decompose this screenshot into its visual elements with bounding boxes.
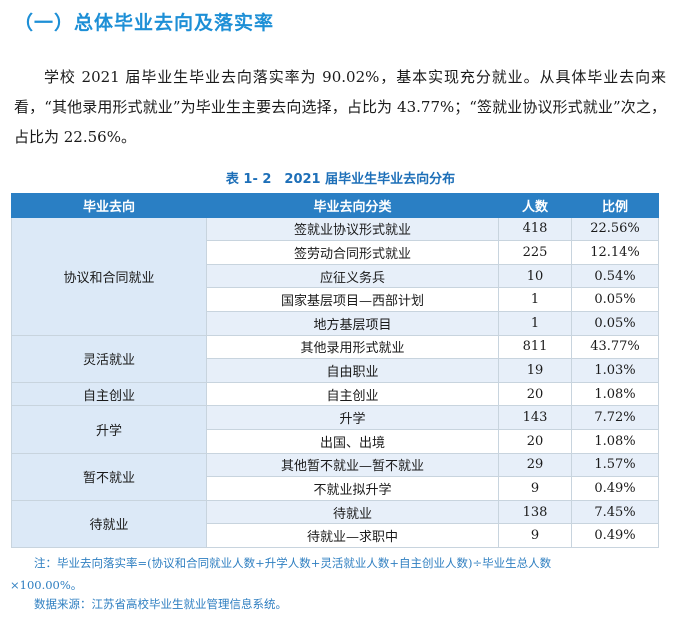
table-row: 地方基层项目 1 0.05% <box>12 310 659 336</box>
group-label: 自主创业 <box>11 381 207 407</box>
cell-ratio: 12.14% <box>571 240 659 265</box>
cell-ratio: 22.56% <box>571 216 659 242</box>
summary-paragraph: 学校 2021 届毕业生毕业去向落实率为 90.02%，基本实现充分就业。从具体… <box>14 68 666 146</box>
header-category: 毕业去向分类 <box>206 193 499 218</box>
table-header-row: 毕业去向 毕业去向分类 人数 比例 <box>11 193 659 218</box>
header-destination: 毕业去向 <box>11 193 207 218</box>
group-label: 升学 <box>11 405 207 454</box>
table-row: 不就业拟升学 9 0.49% <box>12 476 659 501</box>
cell-category: 升学 <box>206 405 499 430</box>
cell-count: 9 <box>498 523 572 548</box>
cell-count: 1 <box>498 287 572 312</box>
section-title: （一）总体毕业去向及落实率 <box>14 12 275 34</box>
table-row: 签劳动合同形式就业 225 12.14% <box>12 240 659 265</box>
cell-count: 225 <box>498 240 572 265</box>
cell-ratio: 0.05% <box>571 287 659 312</box>
cell-ratio: 0.49% <box>571 523 659 548</box>
cell-count: 19 <box>498 358 572 383</box>
table-row: 自主创业 自主创业 20 1.08% <box>11 381 659 407</box>
cell-category: 待就业—求职中 <box>206 523 499 548</box>
cell-ratio: 0.49% <box>571 476 659 501</box>
group-label: 灵活就业 <box>11 334 207 383</box>
destination-table: 毕业去向 毕业去向分类 人数 比例 协议和合同就业 签就业协议形式就业 418 22.… <box>11 193 659 548</box>
header-count: 人数 <box>498 193 572 218</box>
cell-ratio: 0.05% <box>571 310 659 336</box>
table-row: 应征义务兵 10 0.54% <box>12 263 659 289</box>
group-label: 暂不就业 <box>11 452 207 501</box>
cell-count: 9 <box>498 476 572 501</box>
cell-category: 地方基层项目 <box>206 310 499 336</box>
cell-count: 29 <box>498 452 572 478</box>
cell-category: 应征义务兵 <box>206 263 499 289</box>
cell-count: 418 <box>498 216 572 242</box>
cell-category: 签劳动合同形式就业 <box>206 240 499 265</box>
group-label: 待就业 <box>11 499 207 548</box>
table-row: 待就业 待就业 138 7.45% <box>11 499 659 548</box>
cell-category: 签就业协议形式就业 <box>206 216 499 242</box>
table-row: 出国、出境 20 1.08% <box>12 428 659 454</box>
header-ratio: 比例 <box>571 193 659 218</box>
cell-category: 其他暂不就业—暂不就业 <box>206 452 499 478</box>
cell-ratio: 7.72% <box>571 405 659 430</box>
cell-category: 其他录用形式就业 <box>206 334 499 360</box>
cell-ratio: 43.77% <box>571 334 659 360</box>
cell-category: 出国、出境 <box>206 428 499 454</box>
footnote-line1: 注：毕业去向落实率=(协议和合同就业人数+升学人数+灵活就业人数+自主创业人数)… <box>34 556 552 570</box>
data-source: 数据来源：江苏省高校毕业生就业管理信息系统。 <box>34 597 287 611</box>
cell-count: 811 <box>498 334 572 360</box>
cell-ratio: 0.54% <box>571 263 659 289</box>
table-row: 灵活就业 其他录用形式就业 811 43.77% <box>11 334 659 383</box>
cell-ratio: 1.08% <box>571 381 659 407</box>
table-row: 暂不就业 其他暂不就业—暂不就业 29 1.57% <box>11 452 659 501</box>
cell-category: 不就业拟升学 <box>206 476 499 501</box>
footnote-line2: ×100.00%。 <box>10 578 83 592</box>
group-label: 协议和合同就业 <box>11 216 207 336</box>
cell-count: 20 <box>498 428 572 454</box>
cell-category: 自由职业 <box>206 358 499 383</box>
table-row: 待就业—求职中 9 0.49% <box>12 523 659 548</box>
cell-count: 143 <box>498 405 572 430</box>
table-row: 协议和合同就业 签就业协议形式就业 418 22.56% <box>11 216 659 336</box>
cell-count: 10 <box>498 263 572 289</box>
table-row: 自由职业 19 1.03% <box>12 358 659 383</box>
cell-ratio: 1.57% <box>571 452 659 478</box>
cell-ratio: 1.08% <box>571 428 659 454</box>
table-row: 国家基层项目—西部计划 1 0.05% <box>12 287 659 312</box>
cell-category: 待就业 <box>206 499 499 525</box>
footnote: 注：毕业去向落实率=(协议和合同就业人数+升学人数+灵活就业人数+自主创业人数)… <box>10 552 664 596</box>
cell-category: 国家基层项目—西部计划 <box>206 287 499 312</box>
cell-count: 138 <box>498 499 572 525</box>
table-body: 协议和合同就业 签就业协议形式就业 418 22.56% 签劳动合同形式就业 225 12.… <box>11 216 659 548</box>
cell-ratio: 1.03% <box>571 358 659 383</box>
table-caption: 表 1- 2 2021 届毕业生毕业去向分布 <box>225 172 456 187</box>
table-row: 升学 升学 143 7.72% <box>11 405 659 454</box>
cell-ratio: 7.45% <box>571 499 659 525</box>
cell-category: 自主创业 <box>206 381 499 407</box>
cell-count: 1 <box>498 310 572 336</box>
cell-count: 20 <box>498 381 572 407</box>
